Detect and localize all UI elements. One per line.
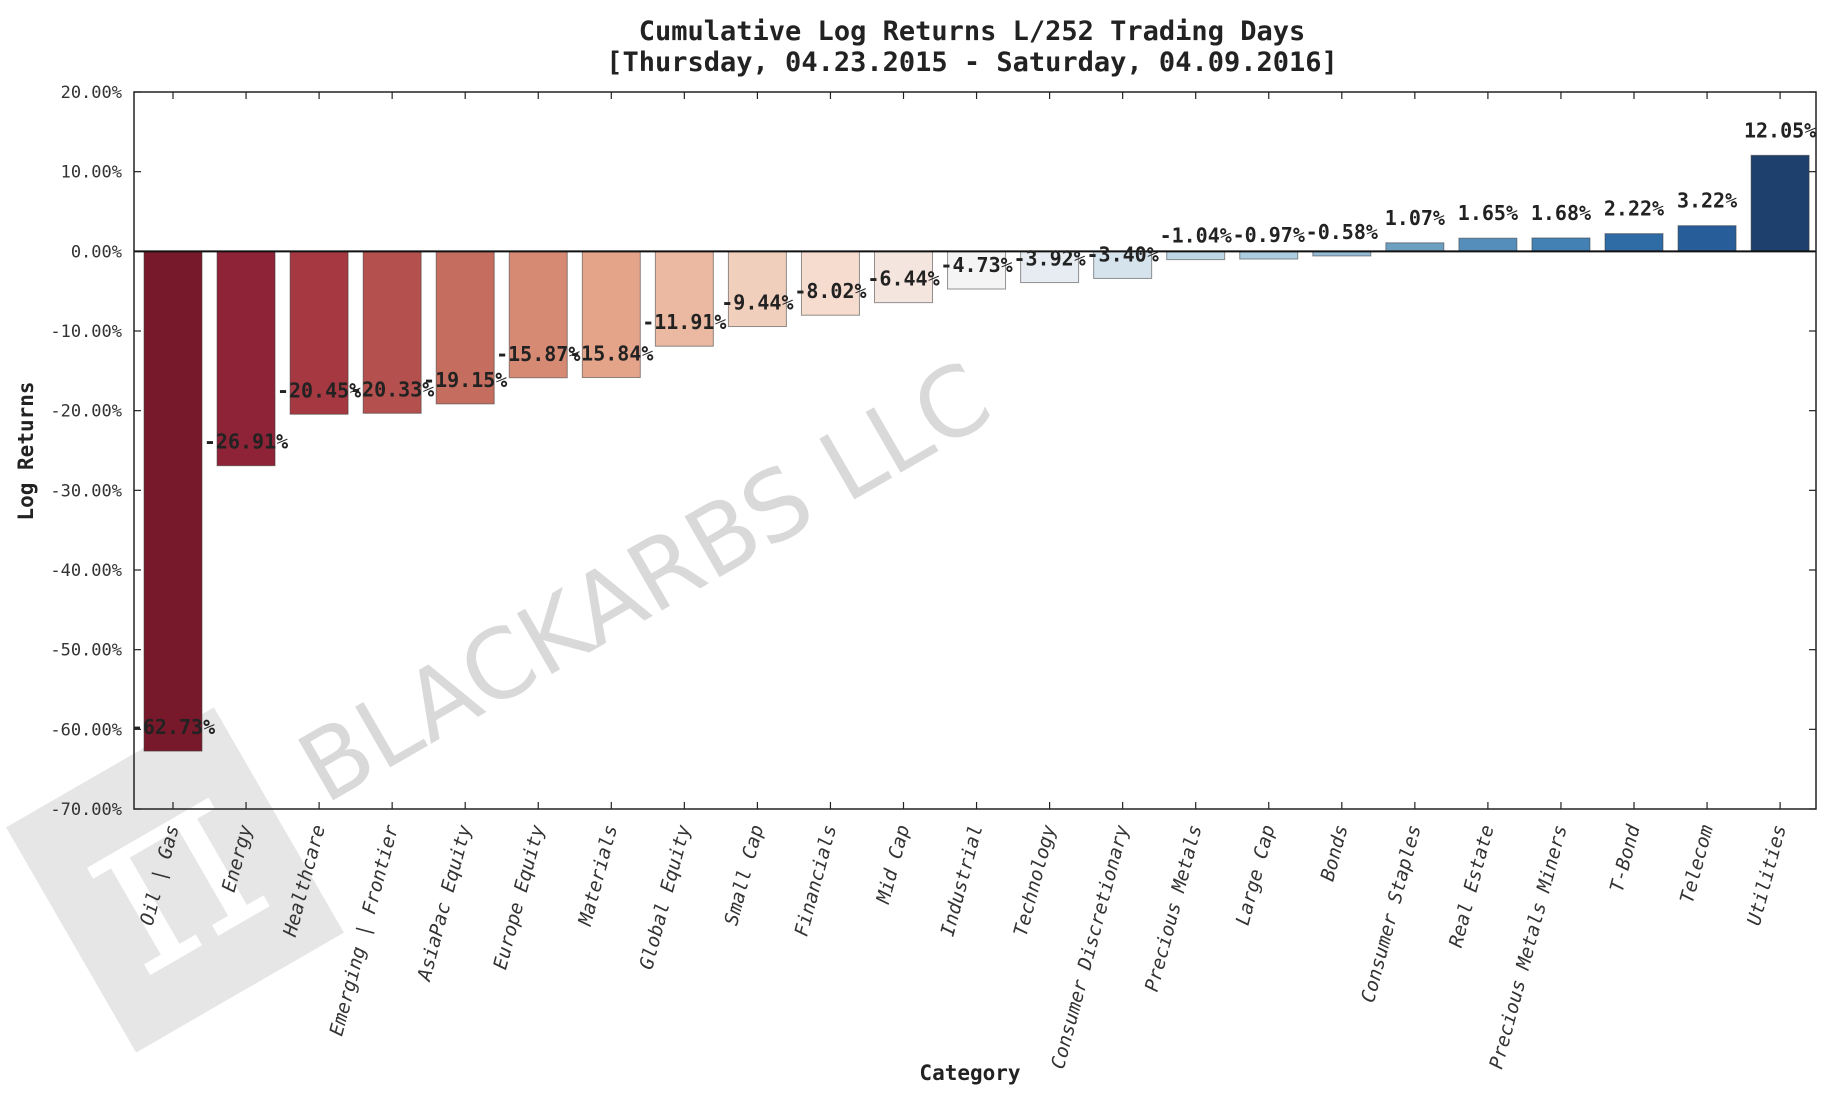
bar xyxy=(143,250,203,752)
bar xyxy=(1531,237,1591,252)
y-tick-label: -10.00% xyxy=(50,322,122,342)
data-label: -9.44% xyxy=(721,291,793,315)
bar xyxy=(1458,237,1518,252)
data-label: -19.15% xyxy=(423,368,507,392)
x-tick-label: Industrial xyxy=(937,823,988,939)
x-tick-label: Global Equity xyxy=(635,822,695,972)
bar xyxy=(800,250,860,316)
x-tick-label: AsiaPac Equity xyxy=(413,822,476,984)
data-label: -26.91% xyxy=(204,430,288,454)
data-label: 2.22% xyxy=(1604,197,1664,221)
bar xyxy=(216,250,276,467)
bar xyxy=(362,250,422,414)
bar xyxy=(727,250,787,328)
x-tick-label: Consumer Discretionary xyxy=(1047,822,1134,1071)
bar xyxy=(289,250,349,415)
y-axis-ticks: 20.00% 10.00% 0.00% -10.00% -20.00% -30.00% -4… xyxy=(50,83,1816,820)
y-tick-label: -30.00% xyxy=(50,481,122,501)
y-tick-label: -50.00% xyxy=(50,641,122,661)
chart-title-line2: [Thursday, 04.23.2015 - Saturday, 04.09.… xyxy=(606,47,1338,78)
data-label: -62.73% xyxy=(131,715,215,739)
bar xyxy=(1166,250,1226,261)
data-labels: -62.73%-26.91%-20.45%-20.33%-19.15%-15.8… xyxy=(131,118,1816,739)
data-label: -15.84% xyxy=(569,342,653,366)
y-tick-label: 20.00% xyxy=(61,83,122,103)
data-label: -1.04% xyxy=(1160,224,1232,248)
x-axis-title: Category xyxy=(919,1061,1021,1085)
x-tick-label: Mid Cap xyxy=(872,823,914,907)
bar xyxy=(1239,250,1299,260)
data-label: -4.73% xyxy=(940,253,1012,277)
y-tick-label: 10.00% xyxy=(61,163,122,183)
data-label: -15.87% xyxy=(496,342,580,366)
y-tick-label: -70.00% xyxy=(50,800,122,820)
bar xyxy=(1750,154,1810,252)
chart-title-line1: Cumulative Log Returns L/252 Trading Day… xyxy=(639,16,1305,47)
data-label: -6.44% xyxy=(867,267,939,291)
y-axis-title: Log Returns xyxy=(14,381,38,520)
bar xyxy=(874,250,933,304)
x-tick-label: Real Estate xyxy=(1445,823,1499,950)
x-tick-label: Technology xyxy=(1010,822,1061,939)
x-tick-label: Utilities xyxy=(1743,823,1791,928)
x-tick-label: Large Cap xyxy=(1232,823,1280,928)
data-label: -8.02% xyxy=(794,279,866,303)
bar xyxy=(435,250,495,405)
x-tick-label: T-Bond xyxy=(1606,822,1645,895)
data-label: 1.68% xyxy=(1531,201,1591,225)
data-label: -11.91% xyxy=(642,310,726,334)
y-tick-label: -40.00% xyxy=(50,561,122,581)
data-label: -3.40% xyxy=(1087,242,1159,266)
x-tick-label: Precious Metals xyxy=(1141,823,1207,994)
data-label: -3.92% xyxy=(1013,247,1085,271)
x-tick-label: Materials xyxy=(574,823,622,929)
data-label: 3.22% xyxy=(1677,189,1737,213)
bar xyxy=(1604,233,1664,252)
bars xyxy=(143,154,1810,752)
x-tick-label: Consumer Staples xyxy=(1357,823,1426,1005)
data-label: 1.65% xyxy=(1458,201,1518,225)
bar xyxy=(508,250,568,379)
y-tick-label: -20.00% xyxy=(50,402,122,422)
bar xyxy=(1385,242,1445,252)
x-tick-label: Europe Equity xyxy=(489,822,549,972)
plot-frame xyxy=(133,91,1817,810)
data-label: -0.58% xyxy=(1306,220,1378,244)
bar xyxy=(581,250,641,379)
x-tick-label: Small Cap xyxy=(720,823,768,928)
bar xyxy=(654,250,714,347)
data-label: 1.07% xyxy=(1385,206,1445,230)
bar xyxy=(1677,225,1737,252)
y-tick-label: -60.00% xyxy=(50,720,122,740)
y-tick-label: 0.00% xyxy=(71,242,122,262)
x-tick-label: Financials xyxy=(790,823,841,939)
bar xyxy=(1020,250,1080,284)
data-label: -20.45% xyxy=(277,378,361,402)
bar xyxy=(947,250,1007,290)
data-label: -0.97% xyxy=(1233,223,1305,247)
data-label: -20.33% xyxy=(350,377,434,401)
data-label: 12.05% xyxy=(1744,118,1816,142)
x-tick-label: Bonds xyxy=(1317,823,1353,884)
x-tick-label: Telecom xyxy=(1676,823,1718,906)
x-tick-label: Precious Metals Miners xyxy=(1485,823,1571,1072)
